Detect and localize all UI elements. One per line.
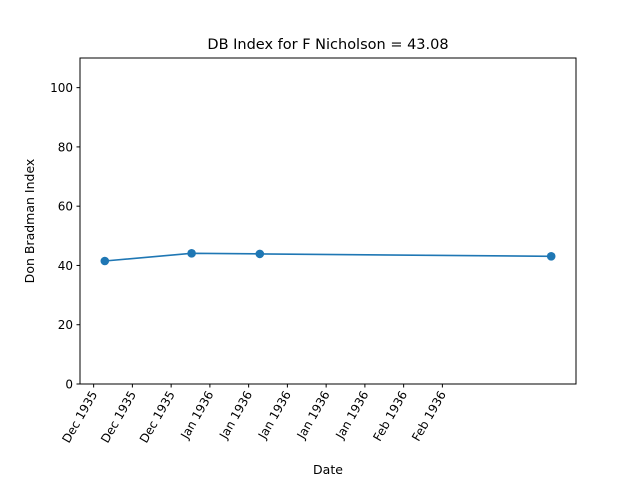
x-tick-label: Jan 1936 [216,389,255,443]
y-tick-label: 20 [58,318,73,332]
data-point [100,256,110,266]
y-axis: 0 20 40 60 80 100 [50,81,80,392]
y-axis-label: Don Bradman Index [22,159,37,284]
series-line [104,252,552,262]
series-layer [100,249,556,266]
y-tick-label: 60 [58,200,73,214]
x-tick-label: Dec 1935 [137,389,178,446]
x-tick-label: Jan 1936 [255,389,294,443]
x-tick-label: Jan 1936 [332,389,371,443]
x-tick-label: Jan 1936 [294,389,333,443]
data-point [187,249,196,258]
data-point [546,252,556,261]
chart-title: DB Index for F Nicholson = 43.08 [207,37,448,53]
x-tick-label: Dec 1935 [59,389,100,446]
x-tick-label: Feb 1936 [370,389,410,444]
plot-frame [79,57,577,385]
y-tick-label: 80 [58,140,73,154]
y-tick-label: 100 [50,81,73,95]
x-axis-label: Date [313,462,343,477]
y-tick-label: 40 [58,259,73,273]
x-tick-label: Dec 1935 [98,389,139,446]
x-tick-label: Jan 1936 [177,389,216,443]
data-point [255,249,265,259]
y-tick-label: 0 [65,378,73,392]
x-tick-label: Feb 1936 [409,389,449,444]
